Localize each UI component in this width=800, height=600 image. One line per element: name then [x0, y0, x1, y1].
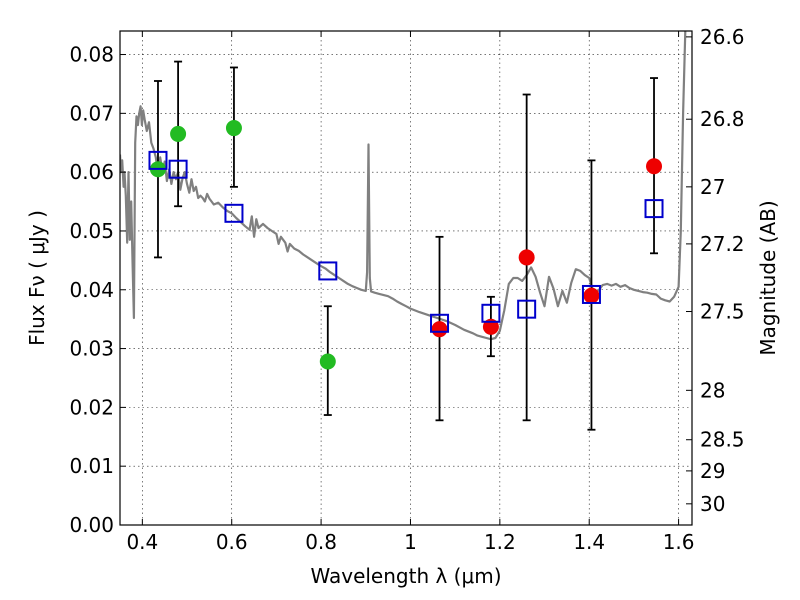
y-tick-label: 0.00: [69, 513, 114, 537]
model-square-marker: [581, 284, 601, 304]
model-square-marker: [644, 199, 664, 219]
ticks: [120, 31, 692, 526]
right-tick-label: 26.8: [700, 107, 745, 131]
green-data-point: [170, 125, 187, 142]
y-tick-label: 0.06: [69, 160, 114, 184]
y-axis-right-label: Magnitude (AB): [756, 200, 780, 355]
model-square-marker: [168, 159, 188, 179]
y-tick-label: 0.04: [69, 278, 114, 302]
tick-labels: 0.4 0.6 0.8 1 1.2 1.4 1.6 0.00 0.01 0.02 0.03 0.04 0…: [69, 25, 744, 554]
right-tick-label: 28.5: [700, 428, 745, 452]
model-square-marker: [430, 313, 450, 333]
right-tick-label: 29: [700, 459, 725, 483]
model-square-marker: [224, 203, 244, 223]
y-tick-label: 0.01: [69, 454, 114, 478]
model-square-marker: [517, 299, 537, 319]
red-data-point: [518, 249, 535, 266]
template-spectrum-layer: [120, 31, 687, 341]
y-tick-label: 0.02: [69, 395, 114, 419]
red-data-point: [482, 318, 499, 335]
y-tick-label: 0.08: [69, 43, 114, 67]
template-spectrum-line: [120, 31, 687, 341]
x-tick-label: 1.2: [484, 530, 516, 554]
x-tick-label: 1.6: [663, 530, 695, 554]
right-tick-label: 30: [700, 492, 725, 516]
x-tick-label: 1: [404, 530, 417, 554]
model-square-marker: [148, 150, 168, 170]
x-tick-label: 1.4: [573, 530, 605, 554]
right-tick-label: 27.5: [700, 300, 745, 324]
model-square-marker: [318, 261, 338, 281]
green-data-point: [319, 353, 336, 370]
plot-frame: [119, 30, 693, 526]
right-tick-label: 28: [700, 378, 725, 402]
right-tick-label: 27.2: [700, 232, 745, 256]
model-square-marker: [481, 303, 501, 323]
red-data-point: [583, 287, 600, 304]
green-data-point: [225, 120, 242, 137]
x-tick-label: 0.4: [126, 530, 158, 554]
y-tick-label: 0.07: [69, 101, 114, 125]
y-axis-label: Flux Fν ( μJy ): [25, 210, 49, 346]
y-tick-label: 0.03: [69, 337, 114, 361]
points-layer: [148, 120, 664, 370]
red-data-point: [431, 321, 448, 338]
right-tick-label: 27: [700, 175, 725, 199]
x-axis-label: Wavelength λ (μm): [310, 564, 501, 588]
right-tick-label: 26.6: [700, 25, 745, 49]
x-tick-label: 0.8: [305, 530, 337, 554]
x-tick-label: 0.6: [216, 530, 248, 554]
red-data-point: [646, 158, 663, 175]
y-tick-label: 0.05: [69, 219, 114, 243]
plot-background: [120, 31, 692, 525]
